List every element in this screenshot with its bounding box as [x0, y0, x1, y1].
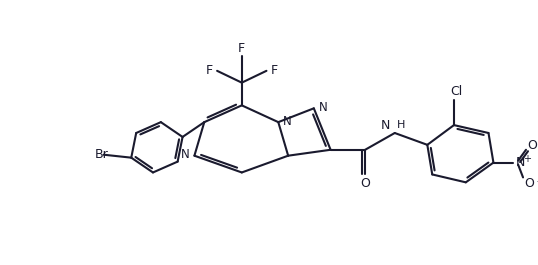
Text: N: N	[283, 115, 292, 128]
Text: N: N	[181, 148, 189, 161]
Text: O: O	[360, 177, 370, 190]
Text: Cl: Cl	[450, 85, 462, 98]
Text: Br: Br	[95, 148, 109, 161]
Text: N: N	[318, 101, 328, 114]
Text: F: F	[271, 64, 278, 77]
Text: N: N	[380, 119, 390, 132]
Text: +: +	[523, 154, 531, 164]
Text: F: F	[206, 64, 213, 77]
Text: -: -	[536, 175, 538, 188]
Text: O: O	[527, 139, 537, 152]
Text: N: N	[516, 156, 526, 169]
Text: O: O	[524, 177, 534, 190]
Text: F: F	[238, 42, 245, 55]
Text: H: H	[397, 120, 405, 130]
